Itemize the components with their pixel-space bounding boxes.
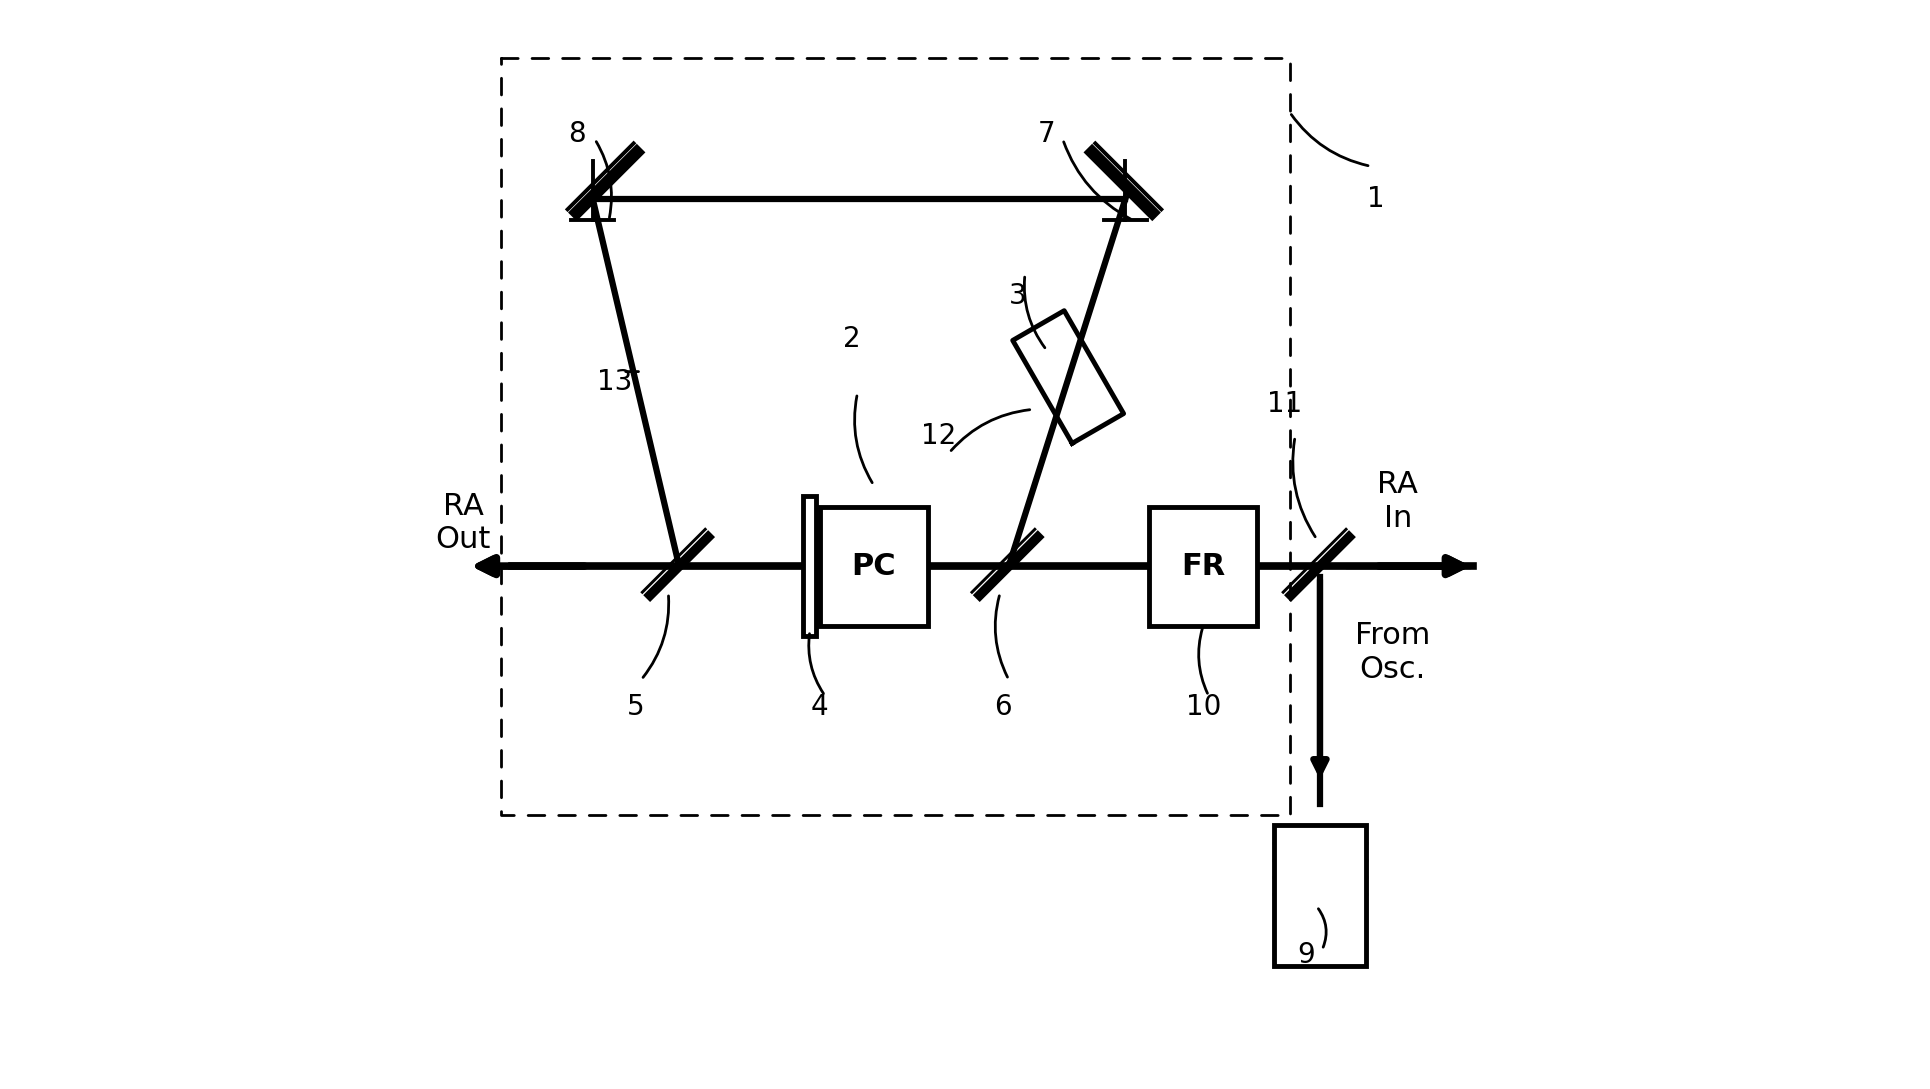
Text: 1: 1 — [1366, 185, 1384, 212]
Text: FR: FR — [1181, 552, 1226, 580]
Bar — [818, 506, 926, 625]
Text: 4: 4 — [811, 693, 828, 721]
Text: 3: 3 — [1007, 282, 1025, 310]
Bar — [803, 495, 816, 636]
Bar — [1148, 506, 1256, 625]
Text: 10: 10 — [1185, 693, 1220, 721]
Text: 6: 6 — [994, 693, 1011, 721]
Text: 5: 5 — [627, 693, 645, 721]
Text: 8: 8 — [567, 120, 585, 148]
Text: RA
In: RA In — [1376, 470, 1417, 533]
Text: 2: 2 — [843, 326, 861, 353]
Text: RA
Out: RA Out — [434, 491, 490, 554]
Text: 13: 13 — [596, 368, 631, 396]
Text: 12: 12 — [921, 423, 955, 451]
Text: PC: PC — [851, 552, 896, 580]
Bar — [1274, 825, 1365, 966]
Text: 7: 7 — [1036, 120, 1056, 148]
Text: From
Osc.: From Osc. — [1355, 621, 1430, 684]
Text: 9: 9 — [1297, 941, 1314, 969]
Text: 11: 11 — [1266, 390, 1301, 418]
